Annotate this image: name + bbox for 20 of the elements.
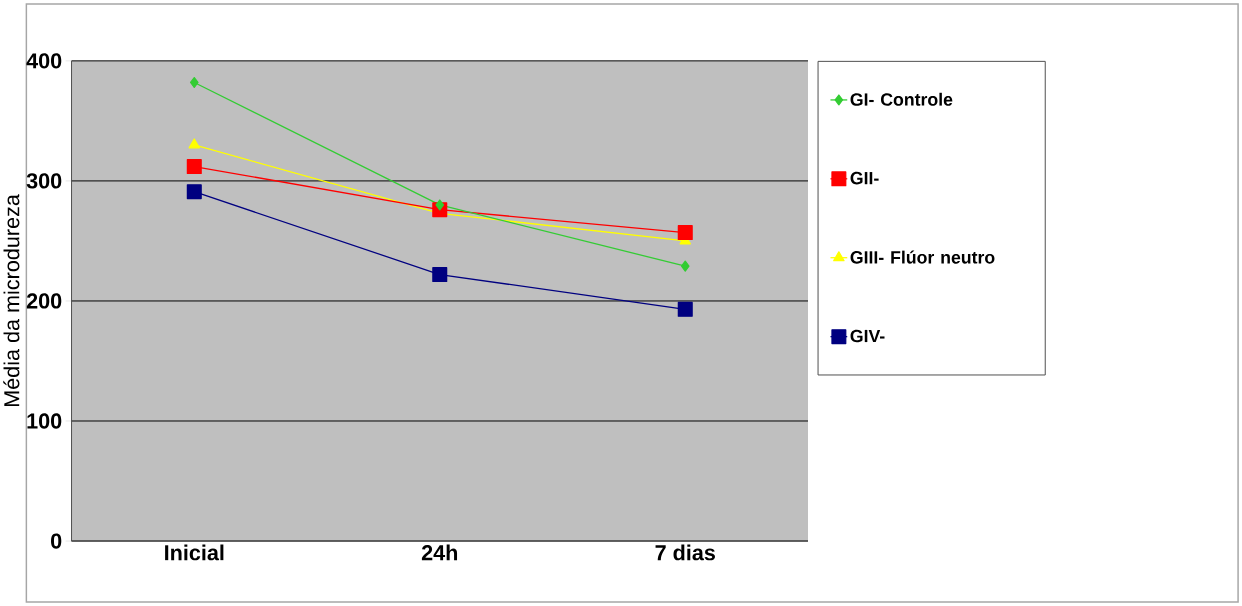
- y-tick-label: 100: [27, 413, 62, 429]
- y-tick-label: 200: [26, 293, 62, 309]
- x-tick-label: Inicial: [165, 544, 224, 561]
- legend-label: GIII- Flúor neutro: [850, 250, 995, 264]
- legend-label: GIV-: [850, 329, 885, 343]
- legend-label: GII-: [850, 171, 879, 185]
- point: [186, 184, 202, 200]
- y-tick-label: 400: [26, 53, 62, 69]
- x-tick-label: 24h: [421, 544, 458, 561]
- y-tick-label: 0: [51, 533, 62, 549]
- point: [680, 260, 690, 272]
- point: [189, 77, 199, 89]
- legend-label: GI- Controle: [850, 92, 953, 106]
- x-tick-label: 7 dias: [655, 544, 715, 561]
- y-tick-label: 300: [26, 173, 62, 189]
- point: [677, 301, 693, 317]
- point: [186, 159, 202, 175]
- point: [435, 199, 445, 211]
- y-axis-title: Média da microdureza: [3, 194, 20, 407]
- point: [432, 267, 448, 283]
